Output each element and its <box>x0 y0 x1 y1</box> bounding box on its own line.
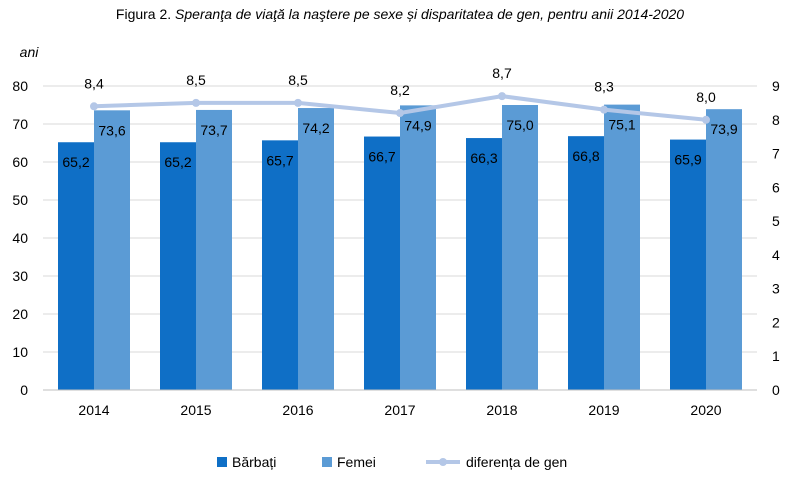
bar-value-label: 73,6 <box>98 122 125 138</box>
bar-femei <box>196 109 232 390</box>
x-tick-label: 2015 <box>180 402 211 418</box>
line-point <box>192 98 200 107</box>
x-tick-label: 2016 <box>282 402 313 418</box>
x-tick-label: 2017 <box>384 402 415 418</box>
bar-femei <box>706 109 742 391</box>
bar-value-label: 65,2 <box>62 154 89 170</box>
y2-tick-label: 9 <box>772 78 780 94</box>
bar-barbati <box>466 138 502 390</box>
bar-barbati <box>364 136 400 390</box>
line-value-label: 8,4 <box>84 75 104 91</box>
x-tick-label: 2020 <box>690 402 721 418</box>
y-tick-label: 0 <box>20 382 28 398</box>
y-tick-label: 30 <box>12 268 28 284</box>
bar-value-label: 74,2 <box>302 120 329 136</box>
y-tick-label: 50 <box>12 192 28 208</box>
line-point <box>90 102 98 111</box>
y-tick-label: 80 <box>12 78 28 94</box>
chart-title: Figura 2. Speranţa de viaţă la naştere p… <box>0 6 800 22</box>
y-tick-label: 60 <box>12 154 28 170</box>
bar-femei <box>94 110 130 390</box>
legend-swatch <box>217 457 227 467</box>
legend-label: Femei <box>337 454 376 470</box>
y-axis-label: ani <box>20 44 40 60</box>
bar-value-label: 66,3 <box>470 150 497 166</box>
x-tick-label: 2019 <box>588 402 619 418</box>
bar-barbati <box>568 136 604 390</box>
bar-value-label: 65,9 <box>674 152 701 168</box>
x-tick-label: 2014 <box>78 402 109 418</box>
bar-value-label: 65,7 <box>266 152 293 168</box>
bar-value-label: 74,9 <box>404 117 431 133</box>
y2-tick-label: 6 <box>772 179 780 195</box>
bar-value-label: 73,9 <box>710 121 737 137</box>
bar-barbati <box>58 142 94 390</box>
y-tick-label: 20 <box>12 306 28 322</box>
line-point <box>396 109 404 118</box>
line-value-label: 8,5 <box>186 72 206 88</box>
bar-barbati <box>160 142 196 390</box>
legend-marker <box>439 458 447 466</box>
line-point <box>498 92 506 101</box>
legend-swatch <box>322 457 332 467</box>
y2-tick-label: 4 <box>772 247 780 263</box>
bar-femei <box>298 108 334 390</box>
figure-label: Figura 2. <box>115 6 172 22</box>
bar-barbati <box>670 139 706 390</box>
bar-value-label: 75,1 <box>608 117 635 133</box>
y-tick-label: 40 <box>12 230 28 246</box>
y2-tick-label: 7 <box>772 146 780 162</box>
line-point <box>600 105 608 114</box>
line-value-label: 8,5 <box>288 72 308 88</box>
y2-tick-label: 8 <box>772 112 780 128</box>
y2-tick-label: 5 <box>772 213 780 229</box>
bar-value-label: 75,0 <box>506 117 533 133</box>
y2-tick-label: 2 <box>772 314 780 330</box>
line-value-label: 8,7 <box>492 65 512 81</box>
y2-tick-label: 3 <box>772 281 780 297</box>
y2-tick-label: 1 <box>772 348 780 364</box>
bar-value-label: 73,7 <box>200 122 227 138</box>
bar-value-label: 65,2 <box>164 154 191 170</box>
bar-value-label: 66,8 <box>572 148 599 164</box>
figure-title-text: Speranţa de viaţă la naştere pe sexe și … <box>175 6 685 22</box>
bar-femei <box>400 105 436 390</box>
bar-femei <box>502 105 538 390</box>
y-tick-label: 10 <box>12 344 28 360</box>
line-value-label: 8,2 <box>390 82 410 98</box>
line-value-label: 8,0 <box>696 89 716 105</box>
line-point <box>702 115 710 124</box>
legend-label: diferența de gen <box>466 454 567 470</box>
y2-tick-label: 0 <box>772 382 780 398</box>
bar-value-label: 66,7 <box>368 149 395 165</box>
line-point <box>294 98 302 107</box>
x-tick-label: 2018 <box>486 402 517 418</box>
line-value-label: 8,3 <box>594 79 614 95</box>
legend-label: Bărbați <box>232 454 276 470</box>
bar-barbati <box>262 140 298 390</box>
bar-femei <box>604 104 640 391</box>
y-tick-label: 70 <box>12 116 28 132</box>
